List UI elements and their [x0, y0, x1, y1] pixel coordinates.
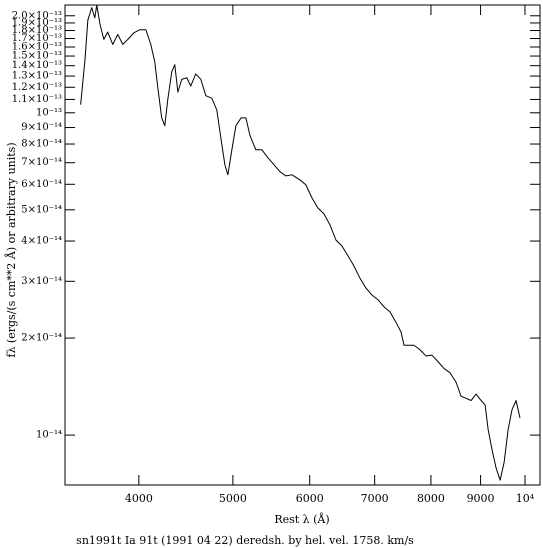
spectrum-line: [80, 4, 521, 481]
x-tick-label: 9000: [467, 492, 495, 505]
y-tick-label: 1.1×10⁻¹³: [12, 94, 62, 105]
y-tick-label: 1.8×10⁻¹³: [12, 25, 62, 36]
y-tick-label: 1.9×10⁻¹³: [12, 17, 62, 28]
y-tick-label: 1.4×10⁻¹³: [12, 60, 62, 71]
y-tick-label: 3×10⁻¹⁴: [21, 276, 62, 287]
x-tick-label: 5000: [219, 492, 247, 505]
y-tick-label: 10⁻¹⁴: [36, 430, 62, 441]
caption: sn1991t Ia 91t (1991 04 22) deredsh. by …: [76, 534, 414, 547]
y-tick-label: 8×10⁻¹⁴: [21, 139, 62, 150]
x-tick-label: 4000: [125, 492, 153, 505]
y-tick-label: 7×10⁻¹⁴: [21, 157, 62, 168]
y-tick-label: 1.5×10⁻¹³: [12, 51, 62, 62]
y-tick-label: 1.2×10⁻¹³: [12, 82, 62, 93]
y-tick-label: 2.0×10⁻¹³: [12, 10, 62, 21]
y-tick-label: 6×10⁻¹⁴: [21, 179, 62, 190]
y-tick-label: 5×10⁻¹⁴: [21, 204, 62, 215]
x-tick-label: 10⁴: [516, 492, 535, 505]
y-tick-label: 9×10⁻¹⁴: [21, 122, 62, 133]
y-tick-label: 4×10⁻¹⁴: [21, 236, 62, 247]
x-tick-label: 6000: [296, 492, 324, 505]
y-tick-label: 1.6×10⁻¹³: [12, 42, 62, 53]
x-tick-label: 7000: [361, 492, 389, 505]
y-tick-label: 2×10⁻¹⁴: [21, 333, 62, 344]
plot-frame: [64, 4, 541, 486]
y-tick-label: 1.3×10⁻¹³: [12, 71, 62, 82]
x-tick-label: 8000: [417, 492, 445, 505]
y-tick-label: 10⁻¹³: [36, 107, 62, 118]
y-tick-label: 1.7×10⁻¹³: [12, 33, 62, 44]
y-axis-label: fλ (ergs/(s cm**2 Å) or arbitrary units): [4, 142, 18, 357]
x-axis-label: Rest λ (Å): [274, 512, 329, 526]
